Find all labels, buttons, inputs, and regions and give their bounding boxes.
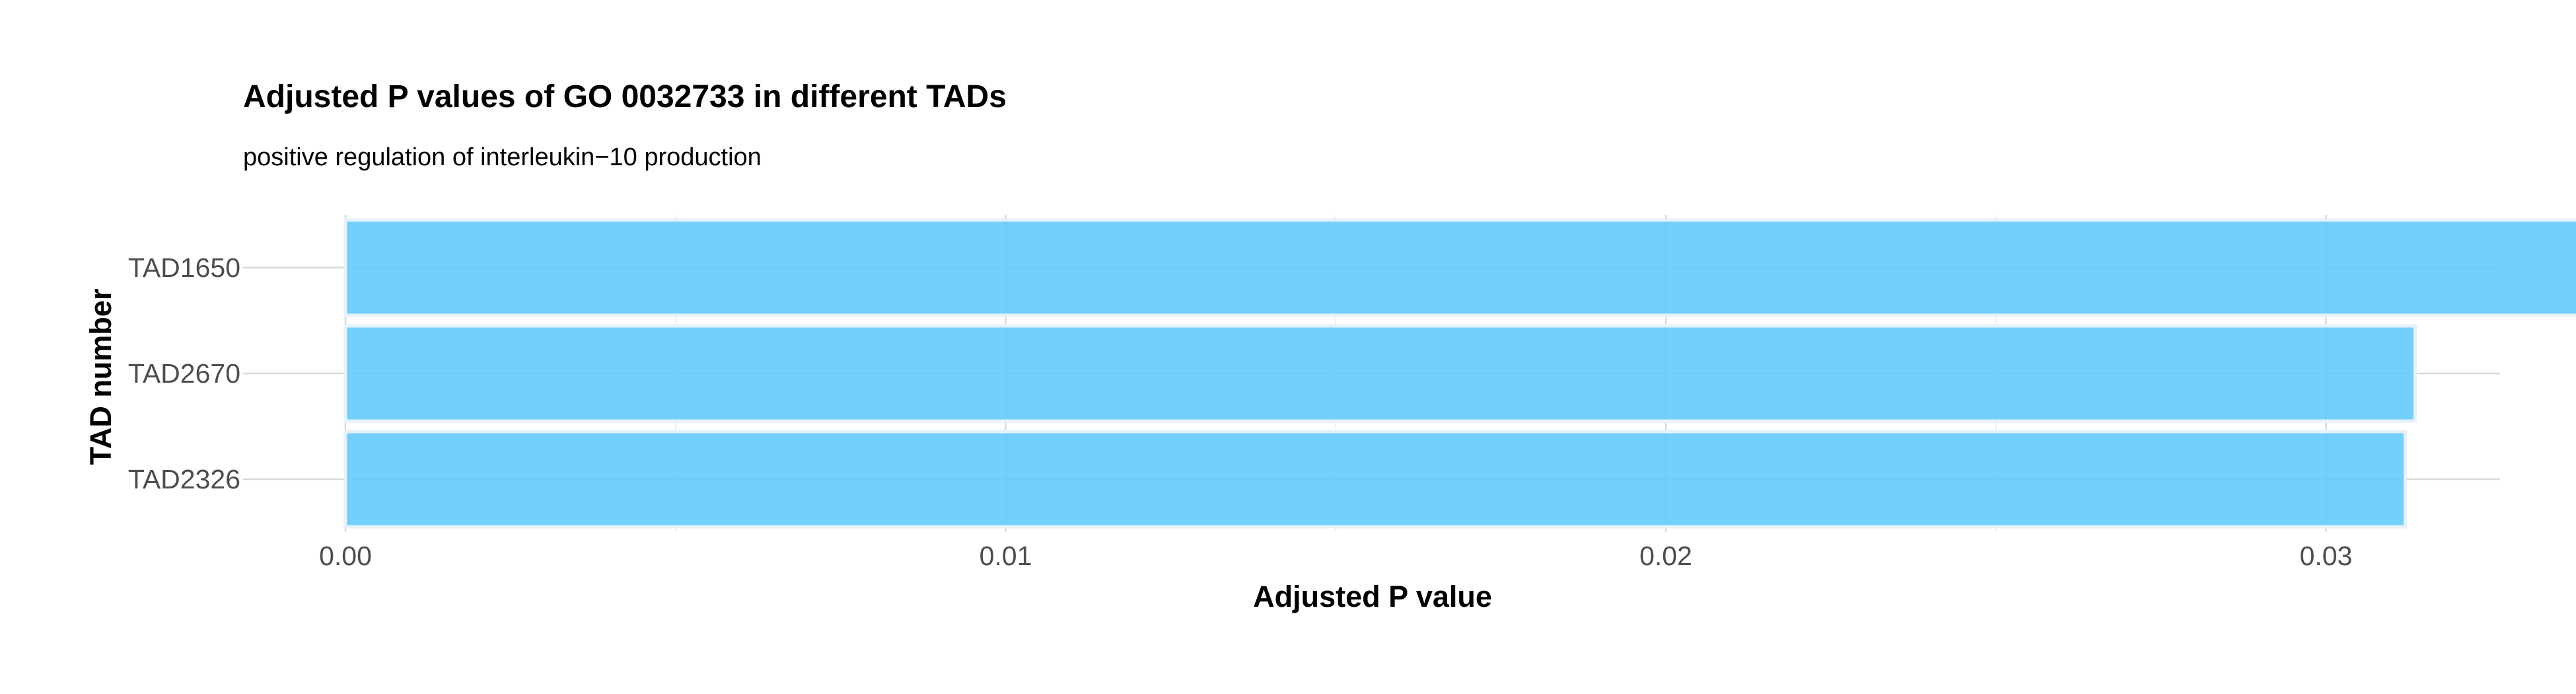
- x-tick-label: 0.00: [319, 541, 372, 571]
- x-axis-label: Adjusted P value: [1253, 580, 1492, 613]
- bar-tad2670: [343, 324, 2417, 423]
- y-axis-label: TAD number: [84, 289, 118, 465]
- bar-tad2326: [343, 430, 2407, 529]
- x-tick-label: 0.02: [1639, 541, 1692, 571]
- chart-subtitle: positive regulation of interleukin−10 pr…: [243, 143, 762, 171]
- x-tick-label: 0.01: [980, 541, 1032, 571]
- x-tick-label: 0.03: [2300, 541, 2353, 571]
- y-tick-label: TAD2326: [128, 464, 240, 494]
- tick-labels: 0.000.010.020.030.04TAD1650TAD2670TAD232…: [128, 252, 2353, 571]
- y-tick-label: TAD1650: [128, 252, 240, 283]
- bar-tad1650: [343, 218, 2576, 317]
- y-tick-label: TAD2670: [128, 358, 240, 389]
- bars: [343, 218, 2576, 529]
- chart-title: Adjusted P values of GO 0032733 in diffe…: [243, 79, 1007, 114]
